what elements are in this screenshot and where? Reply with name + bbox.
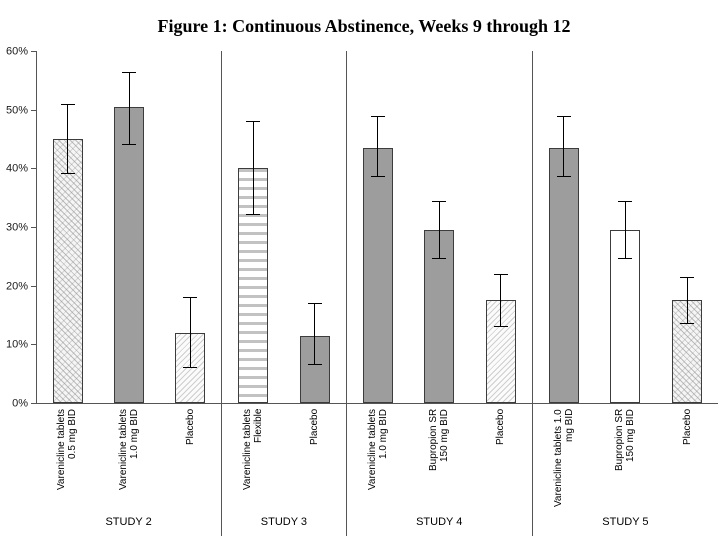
y-tick-label: 60%: [5, 45, 28, 58]
bar-slot: [470, 51, 532, 403]
study-label: STUDY 5: [602, 516, 649, 528]
bar-label-wrap: Varenicline tablets 1.0 mg BID: [347, 409, 409, 510]
bar-label-wrap: Varenicline tablets 1.0 mg BID: [98, 409, 160, 510]
bar: [52, 139, 83, 403]
y-tick-label: 30%: [5, 221, 28, 234]
bar-slot: [222, 51, 284, 403]
error-bar: [122, 71, 137, 145]
chart-title: Figure 1: Continuous Abstinence, Weeks 9…: [157, 16, 571, 36]
bar-label: Placebo: [681, 409, 693, 446]
bar: [548, 147, 579, 403]
bar: [114, 106, 145, 403]
y-axis-tick: [31, 403, 36, 404]
bar-slot: [98, 51, 159, 403]
y-axis-tick: [31, 168, 36, 170]
bar-label: Bupropion SR 150 mg BID: [428, 409, 451, 472]
error-bar: [618, 200, 633, 260]
bar-label-wrap: Bupropion SR 150 mg BID: [408, 409, 470, 510]
study-group-labels: Varenicline tablets 1.0 mg BID Bupropion …: [533, 404, 718, 510]
study-group-plot: [532, 51, 719, 404]
y-tick-label: 0%: [12, 397, 28, 410]
study-group: Varenicline tablets Flexible Placebo STUDY…: [221, 51, 346, 536]
y-axis-tick: [31, 344, 36, 346]
bar-label: Varenicline tablets 1.0 mg BID: [366, 409, 389, 490]
bar-label-wrap: Placebo: [284, 409, 346, 510]
bar-label-wrap: Bupropion SR 150 mg BID: [595, 409, 657, 510]
y-tick-label: 40%: [5, 162, 28, 175]
bar-slot: [533, 51, 595, 403]
bar-label: Placebo: [184, 409, 196, 446]
bar-label: Varenicline tablets Flexible: [242, 409, 265, 490]
bar: [610, 229, 641, 403]
bar-label-wrap: Varenicline tablets 1.0 mg BID: [533, 409, 595, 510]
error-bar: [493, 273, 508, 327]
bar-label: Varenicline tablets 1.0 mg BID: [117, 409, 140, 490]
bar-slot: [347, 51, 409, 403]
bar-label: Varenicline tablets 1.0 mg BID: [552, 409, 575, 507]
bar-slot: [37, 51, 98, 403]
error-bar: [60, 103, 75, 175]
error-bar: [183, 297, 198, 368]
y-axis-tick: [31, 227, 36, 228]
bar-label-wrap: Placebo: [656, 409, 718, 510]
bar-slot: [408, 51, 470, 403]
y-tick-label: 50%: [5, 104, 28, 117]
study-group: Varenicline tablets 1.0 mg BID Bupropion …: [531, 51, 719, 536]
study-group-plot: [36, 51, 222, 404]
study-label: STUDY 3: [260, 516, 308, 528]
bar-slot: [160, 51, 221, 403]
bar-label: Varenicline tablets 0.5 mg BID: [55, 409, 78, 490]
bar-label-wrap: Placebo: [159, 409, 221, 510]
bar-label-wrap: Varenicline tablets 0.5 mg BID: [36, 409, 98, 510]
study-group-labels: Varenicline tablets 0.5 mg BID Vareniclin…: [36, 404, 221, 510]
study-group: Varenicline tablets 1.0 mg BID Bupropion …: [345, 51, 532, 536]
y-axis: 0% 10% 20% 30% 40% 50% 60%: [4, 46, 36, 409]
study-group-plot: [222, 51, 346, 404]
study-group-labels: Varenicline tablets Flexible Placebo: [222, 404, 345, 510]
chart-area: 0% 10% 20% 30% 40% 50% 60% Varenicline tablets…: [0, 46, 728, 536]
bar-slot: [284, 51, 346, 403]
study-group-labels: Varenicline tablets 1.0 mg BID Bupropion …: [347, 404, 532, 510]
bar-slot: [595, 51, 657, 403]
y-axis-tick: [31, 285, 36, 287]
error-bar: [307, 303, 322, 365]
y-tick-label: 10%: [5, 338, 28, 351]
bar-label-wrap: Placebo: [470, 409, 532, 510]
y-axis-tick: [31, 51, 36, 52]
error-bar: [246, 121, 261, 216]
error-bar: [680, 276, 695, 324]
bar: [362, 147, 393, 403]
bar-label: Bupropion SR 150 mg BID: [614, 409, 637, 472]
error-bar: [556, 115, 571, 178]
study-group: Varenicline tablets 0.5 mg BID Vareniclin…: [36, 51, 222, 536]
study-label: STUDY 4: [416, 516, 463, 528]
y-tick-label: 20%: [5, 280, 28, 293]
bar-slot: [656, 51, 718, 403]
study-group-plot: [346, 51, 532, 404]
bar-label: Placebo: [495, 409, 507, 446]
y-axis-tick: [31, 109, 36, 111]
bar-label-wrap: Varenicline tablets Flexible: [222, 409, 284, 510]
bar-label: Placebo: [309, 409, 321, 446]
study-label: STUDY 2: [105, 516, 152, 528]
error-bar: [370, 115, 385, 178]
plot-area: Varenicline tablets 0.5 mg BID Vareniclin…: [36, 51, 719, 536]
error-bar: [432, 200, 447, 260]
